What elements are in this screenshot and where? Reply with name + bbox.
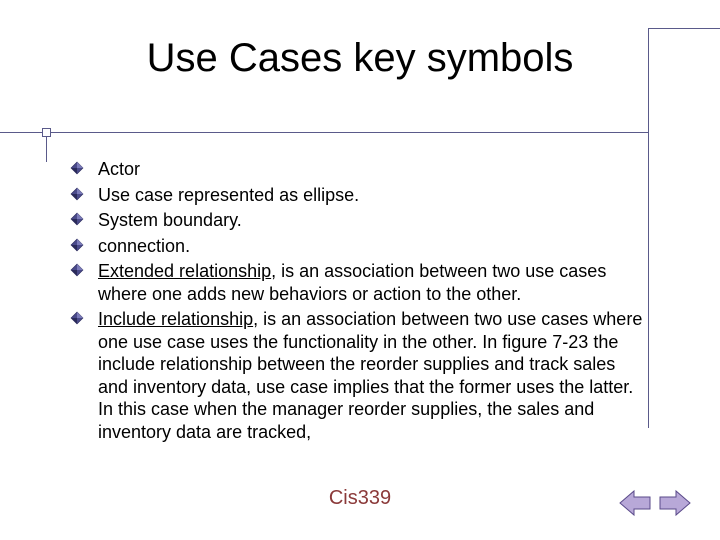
list-item-text: Include relationship, is an association … xyxy=(98,308,646,443)
diamond-bullet-icon xyxy=(70,161,88,180)
decorative-horizontal-line xyxy=(0,132,648,133)
bullet-list: Actor Use case represented as ellipse. S… xyxy=(70,158,646,446)
prev-button[interactable] xyxy=(618,488,652,518)
diamond-bullet-icon xyxy=(70,238,88,257)
list-item: System boundary. xyxy=(70,209,646,232)
diamond-bullet-icon xyxy=(70,311,88,330)
arrow-right-icon xyxy=(658,489,692,517)
diamond-bullet-icon xyxy=(70,187,88,206)
footer-text: Cis339 xyxy=(0,487,720,510)
list-item-text: Extended relationship, is an association… xyxy=(98,260,646,305)
slide-title: Use Cases key symbols xyxy=(0,36,720,81)
list-item: Actor xyxy=(70,158,646,181)
nav-arrows xyxy=(618,488,692,518)
list-item-text: Actor xyxy=(98,158,140,181)
decorative-border-right xyxy=(648,28,720,428)
list-item: Include relationship, is an association … xyxy=(70,308,646,443)
arrow-left-icon xyxy=(618,489,652,517)
next-button[interactable] xyxy=(658,488,692,518)
underlined-term: Extended relationship xyxy=(98,261,271,281)
diamond-bullet-icon xyxy=(70,212,88,231)
title-area: Use Cases key symbols xyxy=(0,0,720,81)
list-item-text: Use case represented as ellipse. xyxy=(98,184,359,207)
list-item-text: connection. xyxy=(98,235,190,258)
list-item: Use case represented as ellipse. xyxy=(70,184,646,207)
decorative-corner-cap xyxy=(42,128,51,137)
diamond-bullet-icon xyxy=(70,263,88,282)
underlined-term: Include relationship xyxy=(98,309,253,329)
list-item: Extended relationship, is an association… xyxy=(70,260,646,305)
list-item: connection. xyxy=(70,235,646,258)
list-item-text: System boundary. xyxy=(98,209,242,232)
